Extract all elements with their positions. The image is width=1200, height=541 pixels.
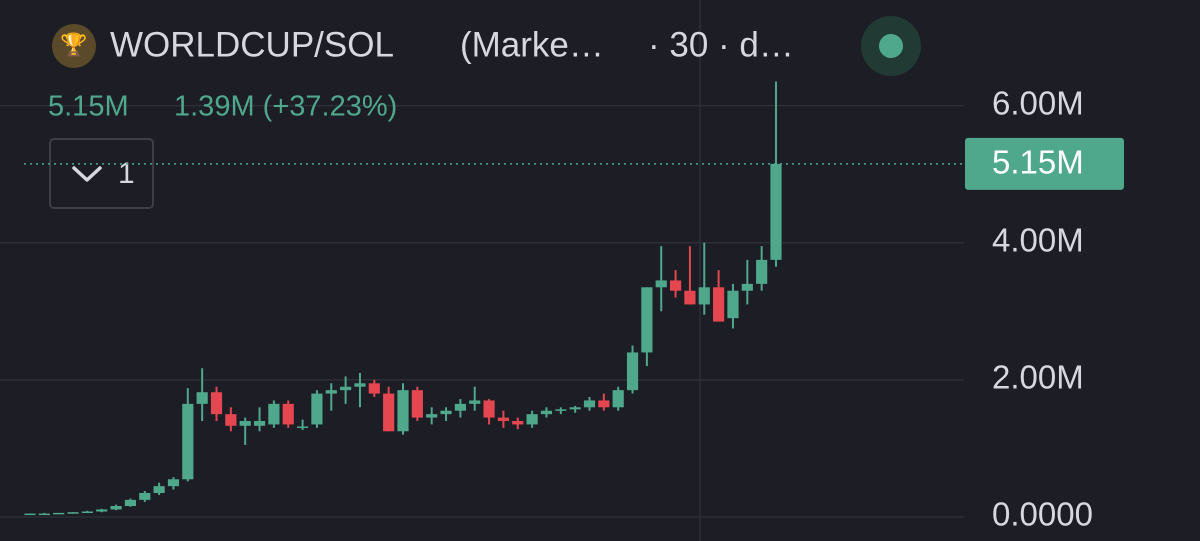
candle-body xyxy=(325,390,337,394)
candle-body xyxy=(196,392,208,404)
candle-body xyxy=(454,403,466,411)
candle-body xyxy=(669,280,682,291)
y-tick-label: 2.00M xyxy=(992,359,1084,396)
candle-body xyxy=(110,506,122,510)
candle-body xyxy=(282,403,294,425)
candle-body xyxy=(626,352,639,391)
candle-body xyxy=(741,283,753,291)
candle-body xyxy=(540,410,553,415)
pane-count: 1 xyxy=(118,157,135,190)
candle-body xyxy=(383,393,395,432)
candle-body xyxy=(684,290,696,305)
candle-body xyxy=(469,400,481,404)
candle-body xyxy=(411,390,423,418)
candle-body xyxy=(139,493,151,500)
candle-body xyxy=(368,383,380,394)
candle-body xyxy=(354,383,366,387)
candle-body xyxy=(182,403,194,480)
candle-body xyxy=(512,421,524,425)
candle-body xyxy=(426,414,438,418)
candle-body xyxy=(96,509,108,512)
interval: · 30 · d… xyxy=(648,25,794,64)
y-tick-label: 4.00M xyxy=(992,221,1084,258)
token-icon-glyph: 🏆 xyxy=(60,32,87,57)
candle-body xyxy=(727,290,739,319)
candle-body xyxy=(440,410,452,415)
candle-body xyxy=(24,513,36,516)
candle-body xyxy=(153,486,165,494)
candle-body xyxy=(311,393,323,425)
candle-body xyxy=(526,414,538,425)
candle-body xyxy=(53,512,65,515)
candle-body xyxy=(483,400,495,418)
candle-body xyxy=(239,421,251,426)
pane-button[interactable] xyxy=(49,138,154,209)
candle-body xyxy=(81,511,93,514)
candle-body xyxy=(612,390,624,408)
candle-body xyxy=(555,409,567,411)
candle-body xyxy=(225,414,237,426)
candle-body xyxy=(583,400,596,408)
legend-value: 5.15M xyxy=(48,91,129,123)
candle-body xyxy=(268,403,280,425)
candle-body xyxy=(713,287,725,322)
candle-body xyxy=(124,499,137,507)
candle-body xyxy=(167,479,180,487)
candle-body xyxy=(210,392,223,415)
candle-body xyxy=(340,386,352,391)
token-icon xyxy=(52,24,96,68)
candle-body xyxy=(598,400,610,408)
candle-body xyxy=(67,512,79,514)
candle-body xyxy=(655,280,667,288)
candles xyxy=(24,81,782,516)
last-price-label: 5.15M xyxy=(992,144,1084,181)
y-tick-label: 6.00M xyxy=(992,84,1084,121)
pair-title: WORLDCUP/SOL xyxy=(110,25,394,64)
candle-body xyxy=(253,421,266,426)
candle-body xyxy=(569,407,581,410)
y-tick-label: 0.0000 xyxy=(992,496,1093,533)
grid xyxy=(0,0,964,541)
chevron xyxy=(72,166,102,182)
candle-body xyxy=(756,259,768,284)
candle-body xyxy=(296,426,309,428)
legend-change: 1.39M (+37.23%) xyxy=(174,91,397,123)
candle-body xyxy=(397,390,409,432)
pair-subtitle: (Marke… xyxy=(460,25,604,64)
candle-body xyxy=(497,417,510,422)
candle-body xyxy=(698,287,710,305)
status-dot xyxy=(879,34,903,58)
candle-body xyxy=(770,163,782,260)
candle-body xyxy=(641,287,653,353)
candle-body xyxy=(38,513,50,516)
last-price-tag xyxy=(965,137,1124,190)
